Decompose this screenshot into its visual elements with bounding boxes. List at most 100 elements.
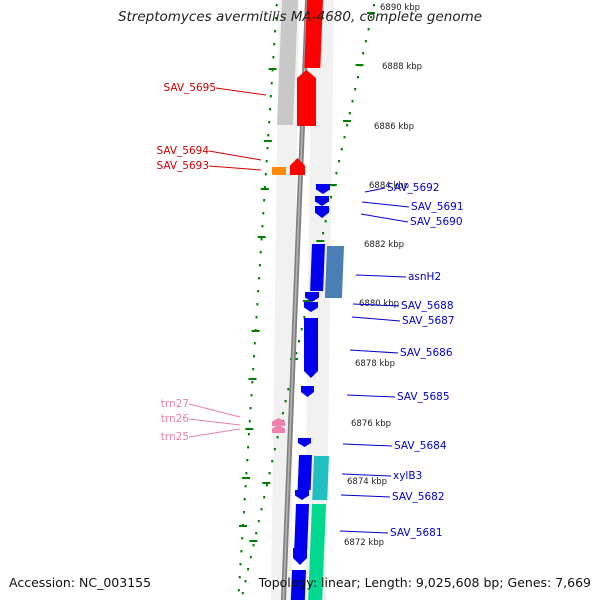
gene-sav5682-arrow [295, 490, 309, 500]
scale-label-6890-kbp: 6890 kbp [380, 3, 420, 13]
scale-dot-right [263, 496, 266, 499]
gene-block-blue-low [297, 455, 312, 490]
label-sav_5682: SAV_5682 [392, 491, 445, 503]
leader-sav_5694 [208, 150, 262, 161]
gene-sav5690-arrow [315, 206, 329, 218]
scale-dot-left [268, 121, 271, 124]
gene-sav5685-arrow [301, 386, 314, 397]
gene-asnH2-block [324, 246, 344, 298]
scale-dot-left [275, 4, 278, 7]
scale-dot-left [252, 368, 255, 371]
scale-dot-left [240, 550, 243, 553]
label-sav_5693: SAV_5693 [156, 160, 209, 172]
gene-block-blue-mid [310, 244, 325, 291]
major-tick-right [343, 120, 351, 122]
scale-dot-left [238, 576, 241, 579]
leader-sav_5690 [360, 213, 409, 223]
scale-dot-left [247, 446, 250, 449]
scale-dot-left [265, 160, 268, 163]
scale-dot-right [241, 592, 244, 595]
gene-sav5684-arrow [298, 438, 311, 447]
scale-dot-left [258, 264, 261, 267]
scale-dot-left [270, 82, 273, 85]
label-sav_5690: SAV_5690 [410, 216, 463, 228]
scale-dot-left [267, 134, 270, 137]
scale-dot-left [248, 420, 251, 423]
scale-dot-left [244, 485, 247, 488]
major-tick-left [263, 140, 272, 142]
scale-dot-right [372, 4, 375, 7]
gene-sav5695-arrow [297, 70, 316, 126]
scale-dot-right [260, 508, 263, 511]
label-trn25: trn25 [161, 431, 189, 443]
scale-dot-right [338, 160, 341, 163]
scale-label-6876-kbp: 6876 kbp [351, 419, 391, 429]
scale-dot-left [258, 277, 261, 280]
gene-sav5694-arrow [290, 158, 305, 175]
scale-dot-right [271, 460, 274, 463]
major-tick-left [245, 428, 254, 430]
gene-sav5691-arrow [315, 196, 329, 206]
scale-dot-left [257, 290, 260, 293]
scale-dot-left [269, 95, 272, 98]
scale-dot-right [356, 76, 359, 79]
gene-sav5692-arrow [316, 184, 330, 194]
scale-dot-right [298, 340, 300, 343]
label-sav_5692: SAV_5692 [387, 182, 440, 194]
major-tick-left [242, 477, 251, 479]
scale-dot-left [261, 225, 264, 228]
gene-sav5693-box [272, 167, 286, 175]
label-xylb3: xylB3 [393, 470, 422, 482]
scale-dot-left [272, 56, 275, 59]
scale-dot-left [273, 43, 276, 46]
major-tick-right [262, 482, 271, 484]
trna-trn27-arrow [272, 418, 285, 426]
major-tick-left [260, 188, 269, 190]
scale-dot-left [264, 173, 267, 176]
genome-backbone-highlight [282, 0, 309, 600]
major-tick-left [248, 378, 257, 380]
gene-xylB3-block [312, 456, 329, 500]
leader-trn25 [188, 428, 241, 438]
scale-dot-left [239, 563, 242, 566]
major-tick-left [257, 236, 266, 238]
scale-dot-left [245, 472, 248, 475]
scale-label-6872-kbp: 6872 kbp [344, 538, 384, 548]
major-tick-right [328, 184, 337, 186]
scale-dot-left [253, 342, 256, 345]
leader-sav_5692 [364, 187, 386, 193]
scale-dot-left [269, 108, 271, 111]
scale-dot-left [262, 212, 265, 215]
genome-title: Streptomyces avermitilis MA-4680, comple… [117, 9, 483, 25]
scale-dot-right [281, 412, 284, 415]
scale-dot-right [370, 16, 373, 19]
trna-trn26-arrow [272, 425, 285, 433]
scale-label-6886-kbp: 6886 kbp [374, 122, 414, 132]
label-sav_5684: SAV_5684 [394, 440, 447, 452]
label-sav_5687: SAV_5687 [402, 315, 455, 327]
scale-dot-right [354, 88, 357, 91]
scale-dot-right [255, 532, 258, 535]
label-trn26: trn26 [161, 413, 190, 425]
scale-dot-right [276, 436, 279, 439]
leader-asnh2 [355, 274, 407, 278]
genome-summary-text: Topology: linear; Length: 9,025,608 bp; … [258, 575, 591, 590]
label-sav_5695: SAV_5695 [163, 82, 216, 94]
scale-dot-right [273, 448, 276, 451]
scale-label-6888-kbp: 6888 kbp [382, 62, 422, 72]
scale-dot-right [265, 484, 268, 487]
leader-sav_5681 [339, 530, 389, 534]
scale-dot-right [335, 172, 338, 175]
label-sav_5694: SAV_5694 [156, 145, 209, 157]
scale-dot-right [268, 472, 271, 475]
scale-label-6884-kbp: 6884 kbp [369, 181, 409, 191]
accession-text: Accession: NC_003155 [9, 575, 152, 590]
gene-sav5681-arrow [293, 548, 307, 565]
scale-dot-right [343, 136, 346, 139]
gene-sav5688-arrow [305, 292, 319, 302]
scale-dot-left [237, 589, 240, 592]
label-sav_5688: SAV_5688 [401, 300, 454, 312]
minus-strand-band [304, 0, 334, 600]
